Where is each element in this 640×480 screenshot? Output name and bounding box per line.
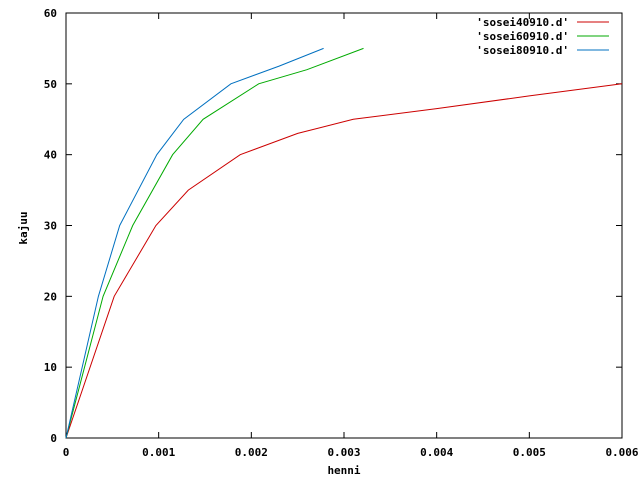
y-tick-label: 0 — [50, 432, 57, 445]
y-tick-label: 40 — [44, 149, 57, 162]
y-tick-label: 60 — [44, 7, 57, 20]
series-line-3 — [65, 47, 324, 439]
x-tick-label: 0.001 — [142, 446, 175, 459]
y-axis-label: kajuu — [17, 211, 30, 244]
y-tick-label: 50 — [44, 78, 57, 91]
y-tick-label: 30 — [44, 220, 57, 233]
x-tick-label: 0.002 — [235, 446, 268, 459]
x-axis-label: henni — [327, 464, 360, 477]
legend-entry-label: 'sosei60910.d' — [476, 30, 569, 43]
plot-frame — [65, 12, 623, 439]
legend: 'sosei40910.d''sosei60910.d''sosei80910.… — [476, 16, 609, 57]
axis-ticks: 0 0.001 0.002 0.003 0.004 0.005 0.006 0 10 20 30 40… — [44, 7, 639, 459]
x-tick-label: 0.005 — [513, 446, 546, 459]
series-line-2 — [65, 47, 364, 439]
y-tick-label: 20 — [44, 290, 57, 303]
y-tick-label: 10 — [44, 361, 57, 374]
x-tick-label: 0.004 — [420, 446, 453, 459]
series-lines — [65, 47, 623, 439]
x-tick-label: 0 — [63, 446, 70, 459]
legend-entry-label: 'sosei80910.d' — [476, 44, 569, 57]
legend-entry-label: 'sosei40910.d' — [476, 16, 569, 29]
x-tick-label: 0.003 — [327, 446, 360, 459]
x-tick-label: 0.006 — [605, 446, 638, 459]
series-line-1 — [65, 83, 623, 439]
